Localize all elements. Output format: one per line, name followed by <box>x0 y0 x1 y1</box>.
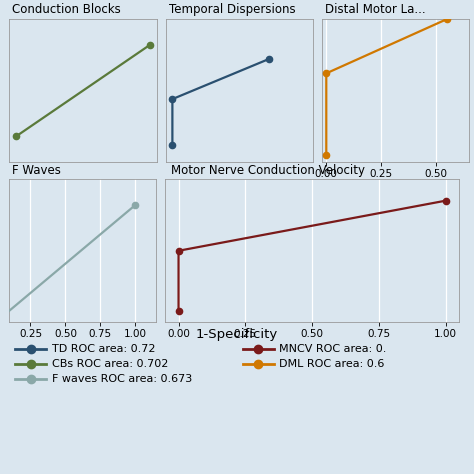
Text: Temporal Dispersions: Temporal Dispersions <box>169 3 295 17</box>
Text: Motor Nerve Conduction Velocity: Motor Nerve Conduction Velocity <box>171 164 365 177</box>
Text: 1-Specificity: 1-Specificity <box>196 328 278 341</box>
Text: Conduction Blocks: Conduction Blocks <box>12 3 121 17</box>
Text: F Waves: F Waves <box>12 164 61 177</box>
Legend: MNCV ROC area: 0., DML ROC area: 0.6: MNCV ROC area: 0., DML ROC area: 0.6 <box>243 345 387 369</box>
Text: Distal Motor La...: Distal Motor La... <box>325 3 426 17</box>
